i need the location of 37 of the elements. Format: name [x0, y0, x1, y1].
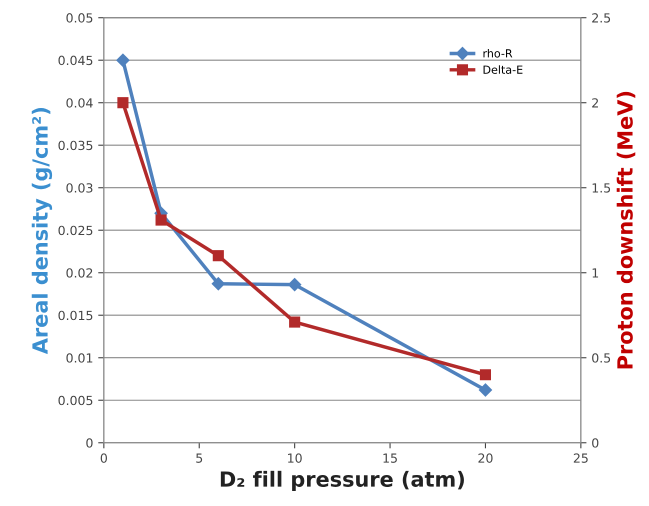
y-tick-label: 0.03 [66, 183, 92, 193]
y2-tick-label: 1.5 [592, 183, 610, 193]
point [288, 278, 302, 292]
y2-tick-label: 1 [592, 268, 598, 278]
y2-tick-label: 0 [592, 438, 598, 448]
x-axis-title: D₂ fill pressure (atm) [220, 470, 464, 491]
y-tick-label: 0.01 [66, 353, 92, 363]
y2-axis-title: Proton downshift (MeV) [616, 92, 636, 368]
point [480, 369, 492, 380]
point [212, 250, 224, 262]
point [212, 277, 225, 290]
x-tick-label: 20 [478, 453, 493, 463]
y-tick-label: 0.025 [58, 226, 92, 236]
x-tick-label: 10 [288, 453, 302, 463]
y2-tick-label: 2 [592, 98, 598, 108]
point [289, 316, 300, 328]
y-tick-label: 0.045 [58, 56, 92, 66]
y-tick-label: 0.035 [58, 140, 92, 150]
point [156, 214, 167, 226]
y2-tick-label: 2.5 [592, 13, 610, 23]
x-tick-label: 0 [100, 453, 107, 463]
point [478, 383, 492, 397]
x-tick-label: 15 [383, 454, 397, 463]
x-tick-label: 5 [196, 454, 202, 463]
y-tick-label: 0.05 [66, 13, 92, 23]
point [116, 54, 130, 67]
point [117, 97, 128, 108]
y-tick-label: 0 [86, 438, 93, 448]
legend-label: rho-R [483, 48, 512, 58]
y-tick-label: 0.005 [58, 396, 92, 406]
y-tick-label: 0.015 [58, 310, 92, 320]
x-tick-label: 25 [574, 453, 588, 463]
y2-tick-label: 0.5 [592, 353, 610, 363]
y-tick-label: 0.02 [66, 268, 92, 278]
legend-label: Delta-E [484, 65, 522, 74]
y-axis-title: Areal density (g/cm²) [32, 108, 52, 354]
y-tick-label: 0.04 [66, 98, 93, 108]
